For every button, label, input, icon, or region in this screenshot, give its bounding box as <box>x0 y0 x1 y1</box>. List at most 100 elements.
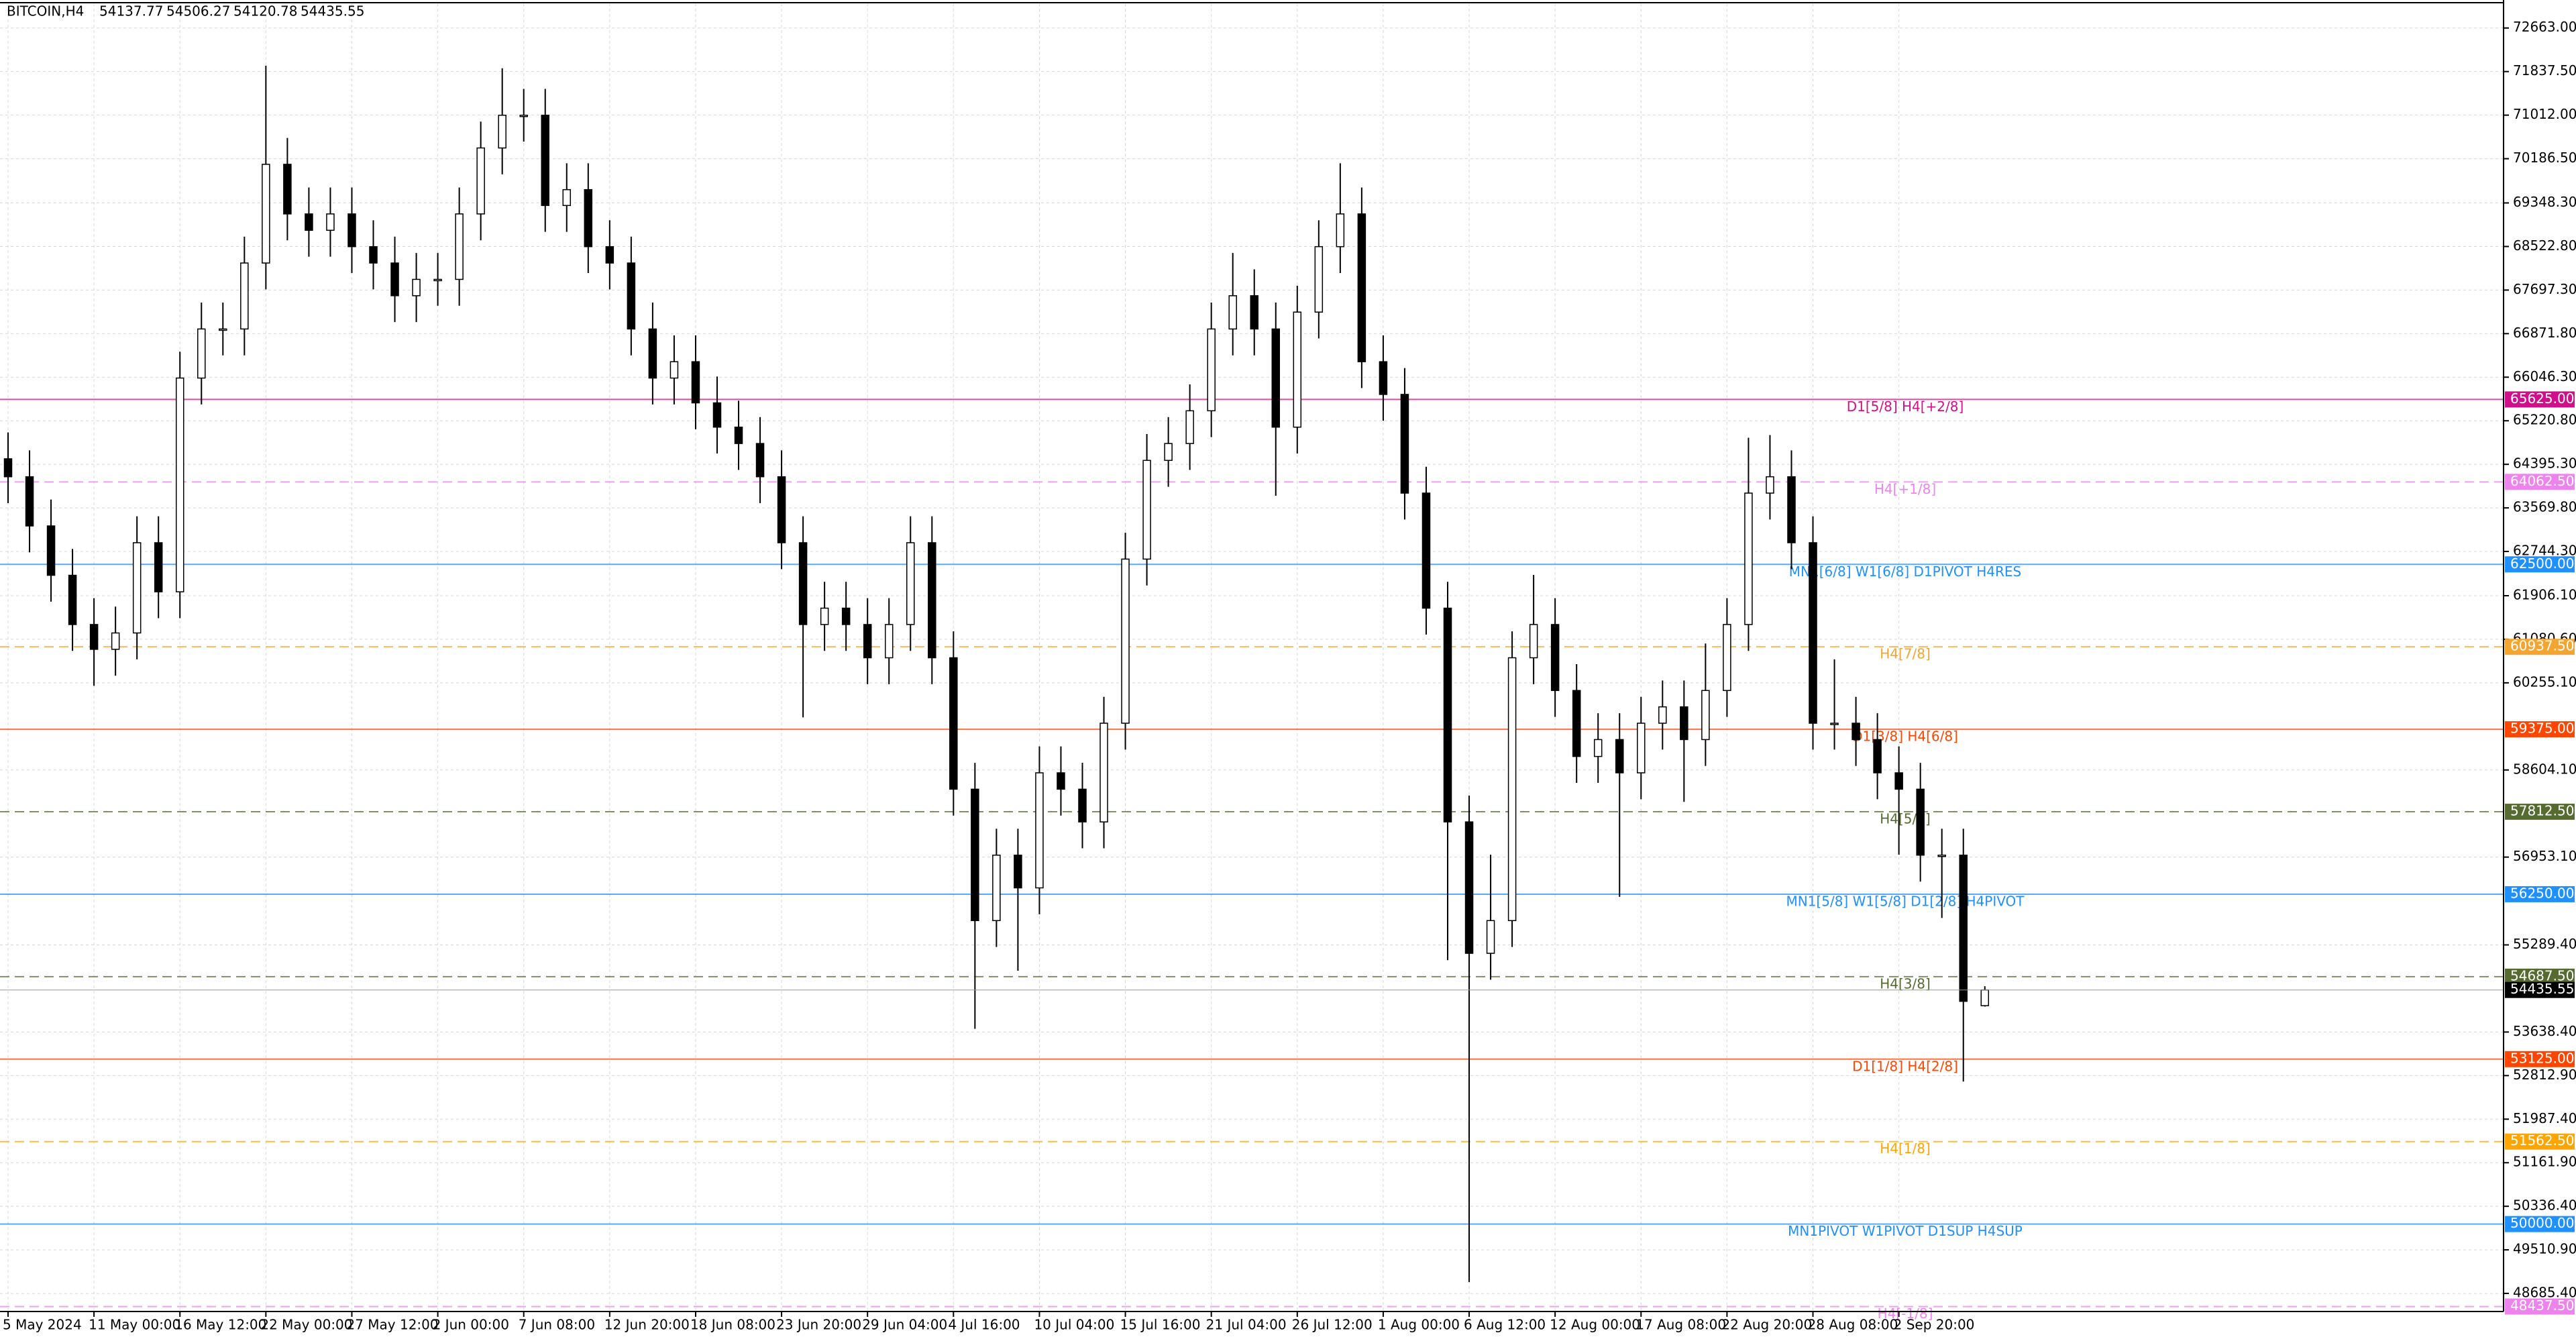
axes <box>0 0 2504 1312</box>
y-tick-label: 70186.50 <box>2513 150 2576 166</box>
level-price-box <box>2505 1133 2575 1150</box>
candle-body <box>1593 739 1603 757</box>
candle-body <box>992 854 1001 922</box>
candle-body <box>519 115 528 117</box>
level-price-box <box>2505 391 2575 408</box>
y-tick-label: 52812.90 <box>2513 1067 2576 1083</box>
y-tick-label: 71012.00 <box>2513 106 2576 122</box>
x-tick-label: 22 Aug 20:00 <box>1721 1317 1812 1333</box>
candle-body <box>755 443 765 478</box>
x-tick-label: 12 Aug 00:00 <box>1550 1317 1640 1333</box>
level-price-box <box>2505 1298 2575 1315</box>
candle-body <box>1164 443 1173 462</box>
x-tick-label: 2 Jun 00:00 <box>433 1317 509 1333</box>
x-tick-label: 27 May 12:00 <box>346 1317 438 1333</box>
candle-body <box>25 476 34 527</box>
level-price-label: 54687.50 <box>2510 967 2574 983</box>
level-name: H4[-1/8] <box>1878 1305 1933 1322</box>
candle-body <box>1529 624 1538 659</box>
candle-body <box>1400 394 1409 494</box>
candle-body <box>1379 361 1388 395</box>
candle-body <box>541 115 549 207</box>
candle-body <box>68 574 77 625</box>
candle-body <box>1637 722 1646 773</box>
level-name: MN1[5/8] W1[5/8] D1[2/8] H4PIVOT <box>1786 893 2025 909</box>
candle-body <box>863 624 872 659</box>
candle-body <box>1357 213 1366 362</box>
candle-body <box>1121 558 1130 724</box>
candle-body <box>1250 295 1258 330</box>
candle-body <box>1894 772 1903 790</box>
candle-body <box>1658 706 1667 724</box>
candle-body <box>1142 460 1151 560</box>
candle-body <box>1421 492 1431 609</box>
candle-body <box>1723 624 1731 692</box>
y-tick-label: 63569.80 <box>2513 499 2576 515</box>
candle-body <box>1486 920 1495 954</box>
x-tick-label: 11 May 00:00 <box>89 1317 180 1333</box>
candle-body <box>798 542 808 625</box>
level-name: H4[1/8] <box>1880 1140 1931 1157</box>
y-tick-label: 68522.80 <box>2513 237 2576 254</box>
level-name: H4[3/8] <box>1880 975 1931 992</box>
candle-body <box>455 213 464 280</box>
header: BITCOIN,H4 54137.77 54506.27 54120.78 54… <box>7 3 364 19</box>
level-name: D1[1/8] H4[2/8] <box>1852 1058 1958 1074</box>
candle-body <box>46 525 56 576</box>
candle-body <box>197 328 206 379</box>
x-tick-label: 17 Aug 08:00 <box>1635 1317 1726 1333</box>
candle-body <box>1464 821 1474 954</box>
candle-body <box>326 213 335 231</box>
level-price-box <box>2505 474 2575 490</box>
candle-body <box>884 624 894 659</box>
candle-body <box>777 476 786 543</box>
candle-body <box>1228 295 1237 330</box>
y-tick-label: 51161.90 <box>2513 1154 2576 1170</box>
header-close: 54435.55 <box>301 3 364 19</box>
x-tick-label: 1 Aug 00:00 <box>1378 1317 1460 1333</box>
candle-body <box>669 361 679 379</box>
candle-body <box>1572 690 1581 757</box>
candle-body <box>949 657 958 790</box>
level-price-box <box>2505 556 2575 573</box>
candle-body <box>390 262 399 297</box>
level-price-box <box>2505 721 2575 738</box>
y-tick-label: 71837.50 <box>2513 62 2576 78</box>
candle-body <box>906 542 915 625</box>
y-tick-label: 56953.10 <box>2513 848 2576 864</box>
candle-body <box>1014 854 1022 889</box>
candle-body <box>369 246 378 264</box>
x-tick-label: 7 Jun 08:00 <box>519 1317 595 1333</box>
last-price-box <box>2505 981 2575 998</box>
x-tick-label: 4 Jul 16:00 <box>948 1317 1020 1333</box>
level-price-label: 64062.50 <box>2510 473 2574 489</box>
y-tick-label: 66871.80 <box>2513 325 2576 341</box>
candle-body <box>412 278 421 297</box>
candle-body <box>1873 739 1882 773</box>
candle-body <box>1507 657 1517 922</box>
candle-body <box>1057 772 1065 790</box>
candle-body <box>111 632 120 650</box>
level-price-label: 60937.50 <box>2510 638 2574 654</box>
x-tick-label: 28 Aug 08:00 <box>1808 1317 1898 1333</box>
header-low: 54120.78 <box>233 3 297 19</box>
level-price-label: 56250.00 <box>2510 885 2574 901</box>
candle-body <box>1959 854 1968 1002</box>
y-tick-label: 62744.30 <box>2513 543 2576 559</box>
candle-body <box>841 607 851 625</box>
candle-body <box>1937 854 1946 857</box>
candle-body <box>1185 410 1194 444</box>
candle-body <box>283 164 292 215</box>
level-price-label: 59375.00 <box>2510 720 2574 737</box>
x-tick-label: 5 May 2024 <box>3 1317 82 1333</box>
x-tick-label: 2 Sep 20:00 <box>1894 1317 1975 1333</box>
candle-body <box>1766 476 1774 494</box>
candle-body <box>1099 722 1108 822</box>
level-price-label: 62500.00 <box>2510 555 2574 572</box>
last-price-label: 54435.55 <box>2510 981 2574 997</box>
y-tick-label: 61906.10 <box>2513 586 2576 602</box>
candle-body <box>1680 706 1688 741</box>
candle-body <box>1293 311 1302 428</box>
level-name: D1[3/8] H4[6/8] <box>1852 729 1958 745</box>
